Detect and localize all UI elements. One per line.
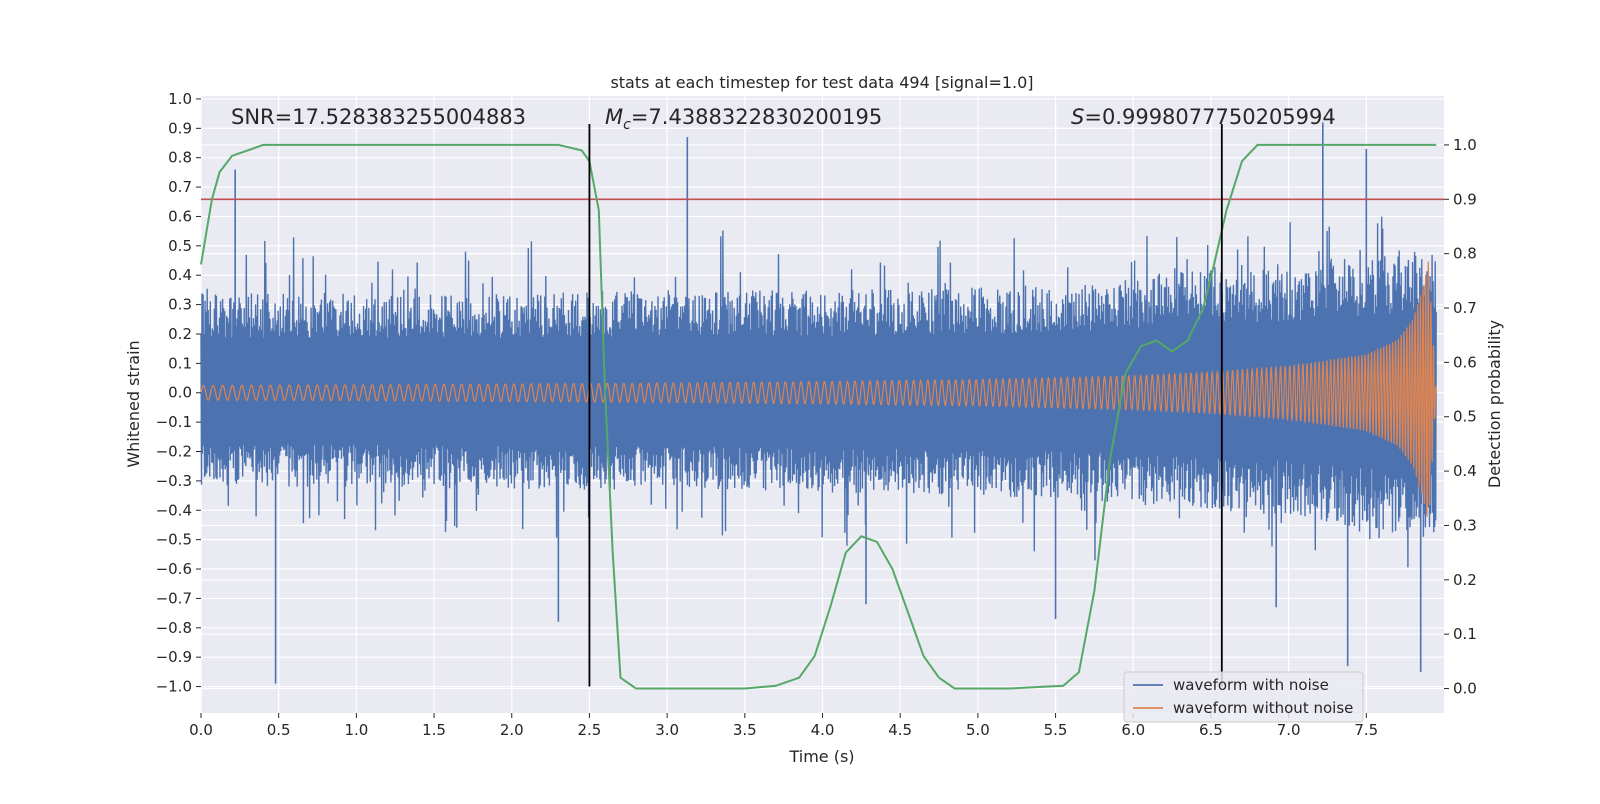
y-tick-label: −0.7 xyxy=(156,589,192,607)
y-tick-label: 1.0 xyxy=(168,90,192,108)
y2-tick-label: 0.6 xyxy=(1453,353,1477,371)
y2-tick-label: 1.0 xyxy=(1453,136,1477,154)
y2-tick-label: 0.4 xyxy=(1453,462,1477,480)
x-tick-label: 1.5 xyxy=(422,721,446,739)
x-tick-label: 6.5 xyxy=(1199,721,1223,739)
y-tick-label: −0.1 xyxy=(156,413,192,431)
y-tick-label: 0.7 xyxy=(168,178,192,196)
s-annotation: S=0.9998077750205994 xyxy=(1071,105,1336,129)
x-tick-label: 7.5 xyxy=(1354,721,1378,739)
chirp-mass-annotation: Mc=7.4388322830200195 xyxy=(605,105,882,133)
y-tick-label: −0.5 xyxy=(156,531,192,549)
noisy-waveform-line xyxy=(200,216,1437,568)
y2-tick-label: 0.1 xyxy=(1453,625,1477,643)
x-tick-label: 3.5 xyxy=(733,721,757,739)
x-tick-label: 3.0 xyxy=(655,721,679,739)
y2-tick-label: 0.0 xyxy=(1453,680,1477,698)
x-tick-label: 4.5 xyxy=(888,721,912,739)
y2-tick-label: 0.3 xyxy=(1453,516,1477,534)
x-tick-label: 4.0 xyxy=(811,721,835,739)
x-tick-label: 5.0 xyxy=(966,721,990,739)
y2-tick-label: 0.8 xyxy=(1453,245,1477,263)
y-tick-label: 0.1 xyxy=(168,354,192,372)
clean-waveform-line xyxy=(200,261,1437,517)
x-tick-label: 2.0 xyxy=(500,721,524,739)
y-tick-label: −0.3 xyxy=(156,472,192,490)
axes-layer: 0.0 0.5 1.0 1.5 2.0 2.5 3.0 3.5 4.0 4.5 5.0 5.5 6.0 6… xyxy=(156,90,1477,739)
legend-label-noise: waveform with noise xyxy=(1173,676,1329,694)
y-tick-label: −0.9 xyxy=(156,648,192,666)
y-tick-label: 0.0 xyxy=(168,384,192,402)
data-layer xyxy=(200,122,1444,690)
legend-label-clean: waveform without noise xyxy=(1173,699,1353,717)
x-tick-label: 2.5 xyxy=(578,721,602,739)
legend: waveform with noise waveform without noi… xyxy=(1123,671,1364,723)
x-tick-label: 5.5 xyxy=(1044,721,1068,739)
y-tick-label: 0.8 xyxy=(168,149,192,167)
s-symbol: S xyxy=(1071,105,1084,129)
y-tick-label: −0.8 xyxy=(156,619,192,637)
y-tick-label: 0.4 xyxy=(168,266,192,284)
y-tick-label: −0.2 xyxy=(156,443,192,461)
x-tick-label: 0.5 xyxy=(267,721,291,739)
y2-axis-title: Detection probability xyxy=(1485,320,1504,488)
x-tick-label: 1.0 xyxy=(344,721,368,739)
x-axis-title: Time (s) xyxy=(788,747,854,766)
chart-title: stats at each timestep for test data 494… xyxy=(610,73,1033,92)
y-tick-label: 0.6 xyxy=(168,207,192,225)
y2-tick-label: 0.5 xyxy=(1453,408,1477,426)
x-tick-label: 6.0 xyxy=(1121,721,1145,739)
y-tick-label: 0.9 xyxy=(168,119,192,137)
chirp-mass-subscript: c xyxy=(623,117,631,133)
y2-tick-label: 0.2 xyxy=(1453,571,1477,589)
y-tick-label: 0.5 xyxy=(168,237,192,255)
s-value: =0.9998077750205994 xyxy=(1084,105,1335,129)
chirp-mass-value: =7.4388322830200195 xyxy=(631,105,882,129)
y-tick-label: −0.4 xyxy=(156,501,192,519)
chirp-mass-symbol: M xyxy=(605,105,623,129)
x-tick-label: 7.0 xyxy=(1277,721,1301,739)
x-tick-label: 0.0 xyxy=(189,721,213,739)
legend-box xyxy=(1123,671,1364,723)
y-axis-title: Whitened strain xyxy=(124,340,143,467)
y-tick-label: 0.3 xyxy=(168,296,192,314)
snr-annotation: SNR=17.528383255004883 xyxy=(231,105,526,129)
y-tick-label: −0.6 xyxy=(156,560,192,578)
y2-tick-label: 0.7 xyxy=(1453,299,1477,317)
y-tick-label: −1.0 xyxy=(156,678,192,696)
y-tick-label: 0.2 xyxy=(168,325,192,343)
detection-probability-line xyxy=(200,143,1437,690)
y2-tick-label: 0.9 xyxy=(1453,190,1477,208)
